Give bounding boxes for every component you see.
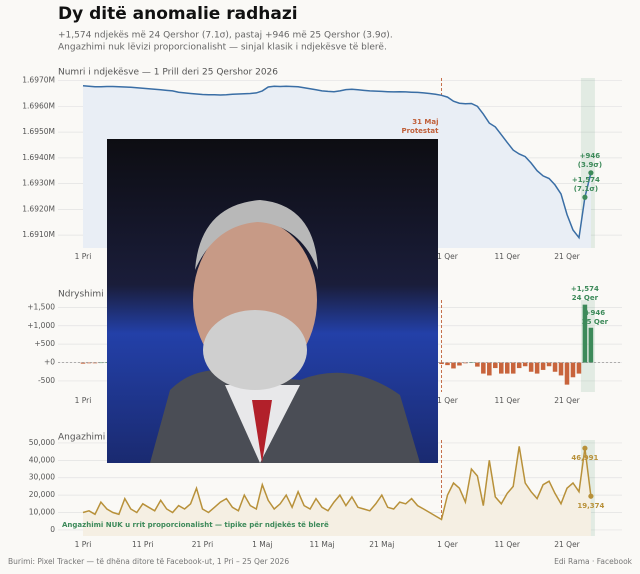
bar <box>487 362 492 376</box>
bar <box>588 327 594 363</box>
bar <box>445 362 450 366</box>
x-tick-label: 11 Pri <box>132 540 154 549</box>
x-tick-label: 11 Qer <box>494 396 520 405</box>
event-label: 31 Maj <box>412 118 438 126</box>
bar <box>510 362 516 374</box>
y-tick-label: 10,000 <box>29 508 55 517</box>
x-tick-label: 1 Qer <box>437 540 459 549</box>
value-label: 46,991 <box>571 454 598 462</box>
y-tick-label: +1,500 <box>27 302 55 311</box>
area <box>83 446 591 536</box>
source: Burimi: Pixel Tracker — të dhëna ditore … <box>8 557 289 566</box>
y-tick-label: 0 <box>50 525 55 534</box>
chart-title: Angazhimi d <box>58 433 114 443</box>
x-tick-label: 1 Qer <box>437 252 459 261</box>
chart-title: Numri i ndjekësve — 1 Prill deri 25 Qers… <box>58 68 278 78</box>
page-title: Dy ditë anomalie radhazi <box>58 4 298 24</box>
point <box>588 170 594 176</box>
value-label: 19,374 <box>577 502 604 510</box>
credit: Edi Rama · Facebook <box>554 557 633 566</box>
subtitle: +1,574 ndjekës më 24 Qershor (7.1σ), pas… <box>58 31 393 41</box>
bar <box>493 362 498 369</box>
line <box>82 446 592 521</box>
bar <box>534 362 540 374</box>
value-label: +1,574 <box>571 285 599 293</box>
bar <box>504 362 510 374</box>
y-tick-label: +0 <box>44 358 55 367</box>
x-tick-label: 11 Maj <box>309 540 334 549</box>
annotation: (3.9σ) <box>578 161 602 169</box>
annotation: (7.1σ) <box>574 185 598 193</box>
x-tick-label: 1 Pri <box>75 396 92 405</box>
bar <box>558 362 564 376</box>
y-tick-label: +500 <box>34 339 55 348</box>
bar <box>499 362 504 374</box>
y-tick-label: 1.6910M <box>22 230 55 239</box>
bar <box>528 362 534 372</box>
y-tick-label: +1,000 <box>27 321 55 330</box>
bar <box>92 362 98 364</box>
point <box>582 445 588 451</box>
bar <box>80 362 86 364</box>
subtitle: Angazhimi nuk lëvizi proporcionalisht — … <box>58 43 387 53</box>
y-tick-label: 1.6970M <box>22 76 55 85</box>
y-tick-label: 20,000 <box>29 490 55 499</box>
y-tick-label: 1.6940M <box>22 153 55 162</box>
y-tick-label: -500 <box>38 376 55 385</box>
y-tick-label: 50,000 <box>29 438 55 447</box>
x-tick-label: 21 Maj <box>369 540 394 549</box>
bar <box>463 362 468 364</box>
chart-title: Ndryshimi d <box>58 290 112 300</box>
x-tick-label: 11 Qer <box>494 252 520 261</box>
y-tick-label: 1.6920M <box>22 204 55 213</box>
y-tick-label: 1.6950M <box>22 127 55 136</box>
bar <box>86 362 92 364</box>
x-tick-label: 1 Qer <box>437 396 459 405</box>
bar <box>98 362 104 364</box>
annotation: +946 <box>580 152 601 160</box>
y-tick-label: 1.6960M <box>22 101 55 110</box>
annotation: +1,574 <box>572 176 600 184</box>
bar <box>451 362 456 369</box>
bar <box>522 362 528 367</box>
bar <box>564 362 570 385</box>
bar <box>576 362 582 374</box>
bar <box>582 304 588 363</box>
x-tick-label: 21 Qer <box>554 396 580 405</box>
x-tick-label: 21 Qer <box>554 252 580 261</box>
bar <box>546 362 552 367</box>
x-tick-label: 21 Pri <box>192 540 214 549</box>
y-tick-label: 40,000 <box>29 455 55 464</box>
bar <box>439 362 444 365</box>
point <box>582 194 588 200</box>
x-tick-label: 1 Pri <box>75 252 92 261</box>
bar <box>516 362 522 369</box>
x-tick-label: 1 Pri <box>75 540 92 549</box>
value-label: +946 <box>585 309 606 317</box>
y-tick-label: 30,000 <box>29 473 55 482</box>
bar <box>481 362 486 374</box>
y-tick-label: 1.6930M <box>22 179 55 188</box>
photo <box>107 139 438 463</box>
note: Angazhimi NUK u rrit proporcionalisht — … <box>62 521 329 529</box>
x-tick-label: 21 Qer <box>554 540 580 549</box>
bar <box>570 362 576 378</box>
date-label: 25 Qer <box>582 318 609 326</box>
bar <box>475 362 480 367</box>
event-label: Protestat <box>401 127 439 135</box>
x-tick-label: 11 Qer <box>494 540 520 549</box>
point <box>588 493 594 499</box>
x-tick-label: 1 Maj <box>252 540 272 549</box>
bar <box>540 362 546 370</box>
bar <box>457 362 462 366</box>
line <box>82 84 592 240</box>
bar <box>552 362 558 372</box>
date-label: 24 Qer <box>572 294 599 302</box>
